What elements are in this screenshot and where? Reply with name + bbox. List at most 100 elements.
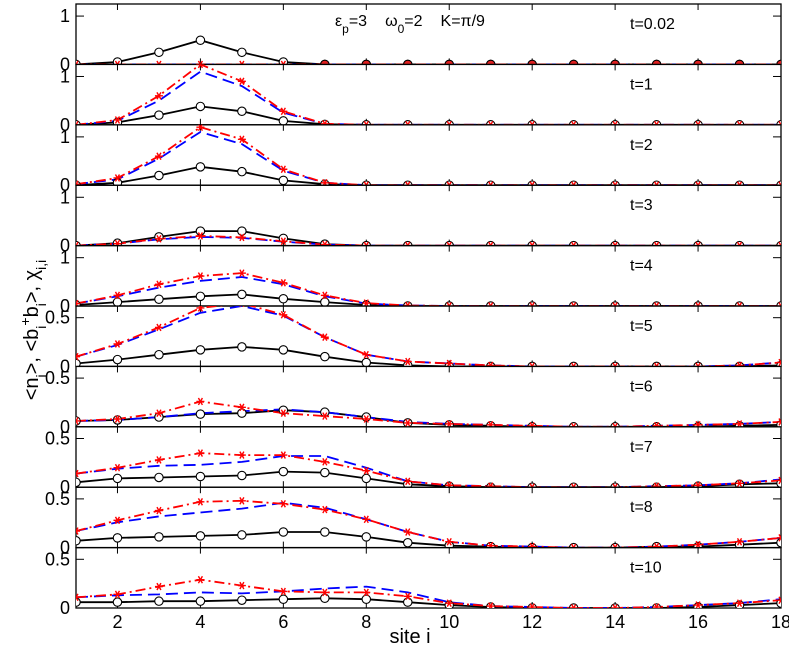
- y-tick-label: 0: [60, 296, 70, 316]
- point-n: [237, 342, 247, 352]
- point-chi: [237, 451, 246, 459]
- point-chi: [486, 421, 495, 427]
- panel-label: t=10: [630, 560, 662, 577]
- series-line-chi: [76, 499, 781, 548]
- series-line-chi: [76, 452, 781, 488]
- parameter-annotation: εp=3 ω0=2 K=π/9: [335, 13, 485, 36]
- point-chi: [777, 476, 781, 485]
- y-tick-label: 0: [60, 236, 70, 256]
- point-chi: [113, 239, 122, 246]
- x-tick-label: 2: [112, 612, 122, 632]
- series-line-chi: [76, 400, 781, 427]
- panel-label: t=8: [630, 499, 653, 516]
- point-chi: [735, 537, 744, 546]
- point-chi: [735, 599, 744, 607]
- point-chi: [76, 60, 80, 65]
- point-n: [237, 530, 247, 540]
- point-chi: [196, 64, 205, 69]
- point-chi: [196, 397, 205, 406]
- point-n: [195, 226, 206, 236]
- point-chi: [154, 91, 163, 100]
- y-tick-label: 0.5: [45, 489, 70, 509]
- point-n: [320, 527, 330, 537]
- point-chi: [694, 481, 703, 488]
- y-tick-label: 1: [60, 248, 70, 268]
- series-line-n: [76, 470, 781, 488]
- point-chi: [237, 269, 246, 277]
- y-tick-label: 0.5: [45, 549, 70, 569]
- plot-area: [76, 269, 781, 307]
- x-axis: 2 4 6 8 10 12 14 16 18: [112, 612, 789, 632]
- x-tick-label: 4: [195, 612, 205, 632]
- point-chi: [694, 601, 703, 608]
- y-tick-label: 1: [60, 66, 70, 86]
- annot-eps-val: =3: [349, 13, 367, 30]
- point-chi: [403, 357, 412, 366]
- point-chi: [154, 152, 163, 161]
- panel-t=8: 0 0.5 t=8: [45, 486, 782, 558]
- point-chi: [445, 241, 454, 246]
- point-n: [278, 294, 289, 304]
- point-chi: [735, 479, 744, 488]
- point-n: [195, 531, 206, 541]
- plot-area: [76, 64, 781, 125]
- point-n: [237, 470, 247, 481]
- series-line-n: [76, 230, 781, 246]
- ylabel-b-sub1: i: [33, 326, 49, 329]
- point-chi: [528, 542, 537, 548]
- y-tick-label: 0: [60, 417, 70, 437]
- panel-t=2: 0 1 t=2: [60, 124, 782, 195]
- point-chi: [320, 458, 329, 466]
- point-chi: [320, 291, 329, 300]
- x-tick-label: 10: [439, 612, 459, 632]
- point-chi: [279, 60, 288, 65]
- panel-label: t=1: [630, 76, 653, 93]
- point-n: [776, 537, 781, 548]
- point-chi: [777, 358, 781, 367]
- point-n: [278, 345, 289, 355]
- point-chi: [113, 116, 122, 124]
- point-chi: [486, 541, 495, 548]
- point-n: [237, 408, 247, 418]
- point-n: [112, 533, 123, 543]
- point-n: [112, 297, 123, 307]
- point-n: [403, 597, 413, 607]
- panel-label: t=2: [630, 137, 653, 154]
- point-chi: [777, 534, 781, 542]
- point-n: [320, 467, 330, 478]
- panel-frame: [75, 546, 782, 609]
- point-n: [154, 596, 164, 606]
- point-n: [76, 536, 81, 546]
- point-chi: [237, 403, 246, 412]
- point-n: [195, 471, 206, 482]
- y-tick-label: 0.5: [45, 308, 70, 328]
- point-n: [361, 473, 372, 484]
- point-chi: [735, 241, 744, 246]
- panel-t=3: 0 1 t=3: [60, 184, 782, 256]
- series-line-chi: [76, 306, 781, 367]
- point-chi: [279, 587, 288, 596]
- point-chi: [652, 542, 661, 548]
- y-tick-label: 0: [60, 175, 70, 195]
- point-chi: [279, 409, 288, 417]
- series-line-n: [76, 105, 781, 125]
- point-n: [278, 466, 289, 477]
- point-n: [154, 294, 164, 304]
- panel-t=10: 0 0.5 t=10: [45, 546, 782, 618]
- point-n: [237, 47, 247, 58]
- series-line-bb: [76, 501, 781, 548]
- point-chi: [279, 451, 288, 459]
- point-n: [320, 351, 330, 362]
- panel-frame: [75, 3, 782, 66]
- point-chi: [362, 241, 371, 246]
- y-tick-label: 0.5: [45, 368, 70, 388]
- plot-area: [76, 124, 781, 186]
- series-line-n: [76, 293, 781, 307]
- point-chi: [652, 241, 661, 246]
- plot-area: [76, 35, 781, 65]
- point-chi: [279, 278, 288, 287]
- series-line-bb: [76, 276, 781, 307]
- ylabel-n: <n: [21, 377, 43, 400]
- point-n: [278, 116, 289, 125]
- svg-text:<ni>, <bi+bi>, χi,i: <ni>, <bi+bi>, χi,i: [17, 260, 49, 401]
